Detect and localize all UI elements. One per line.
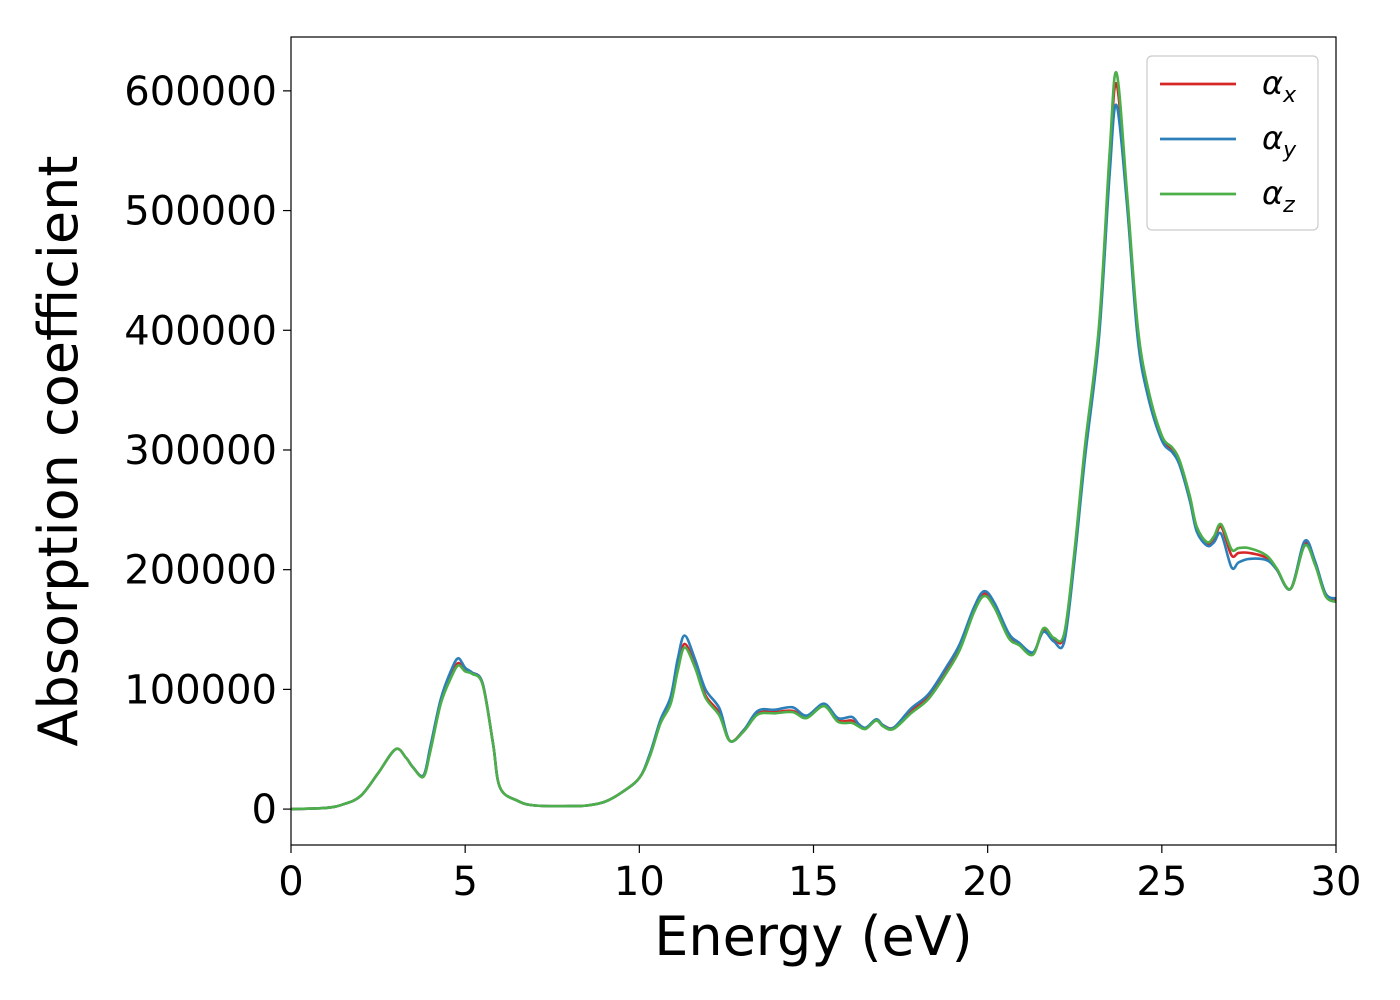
- y-tick-label: 300000: [124, 428, 277, 474]
- y-tick-label: 0: [252, 787, 277, 833]
- legend-items: αx αy αz: [1160, 64, 1297, 218]
- x-tick-label: 30: [1311, 859, 1362, 905]
- y-tick-label: 500000: [124, 189, 277, 235]
- x-tick-label: 10: [614, 859, 665, 905]
- series-line-z: [291, 71, 1336, 811]
- x-axis-ticks: 0 5 10 15 20 25 30: [278, 845, 1361, 905]
- legend-label-y: αy: [1262, 119, 1297, 163]
- x-tick-label: 0: [278, 859, 303, 905]
- series-layer: [291, 71, 1336, 811]
- legend: αx αy αz: [1146, 55, 1319, 231]
- legend-label-x: αx: [1262, 64, 1297, 108]
- x-tick-label: 15: [788, 859, 839, 905]
- y-axis-title: Absorption coefficient: [27, 156, 90, 747]
- legend-label-z: αz: [1262, 174, 1295, 218]
- y-tick-label: 100000: [124, 667, 277, 713]
- y-axis-ticks: 0 100000 200000 300000 400000 500000 600000: [124, 69, 291, 833]
- y-tick-label: 600000: [124, 69, 277, 115]
- x-tick-label: 20: [962, 859, 1013, 905]
- plot-frame: [290, 36, 1337, 846]
- y-tick-label: 400000: [124, 308, 277, 354]
- legend-box: [1146, 55, 1319, 231]
- x-tick-label: 25: [1136, 859, 1187, 905]
- y-tick-label: 200000: [124, 548, 277, 594]
- x-axis-title: Energy (eV): [654, 905, 973, 968]
- x-tick-label: 5: [452, 859, 477, 905]
